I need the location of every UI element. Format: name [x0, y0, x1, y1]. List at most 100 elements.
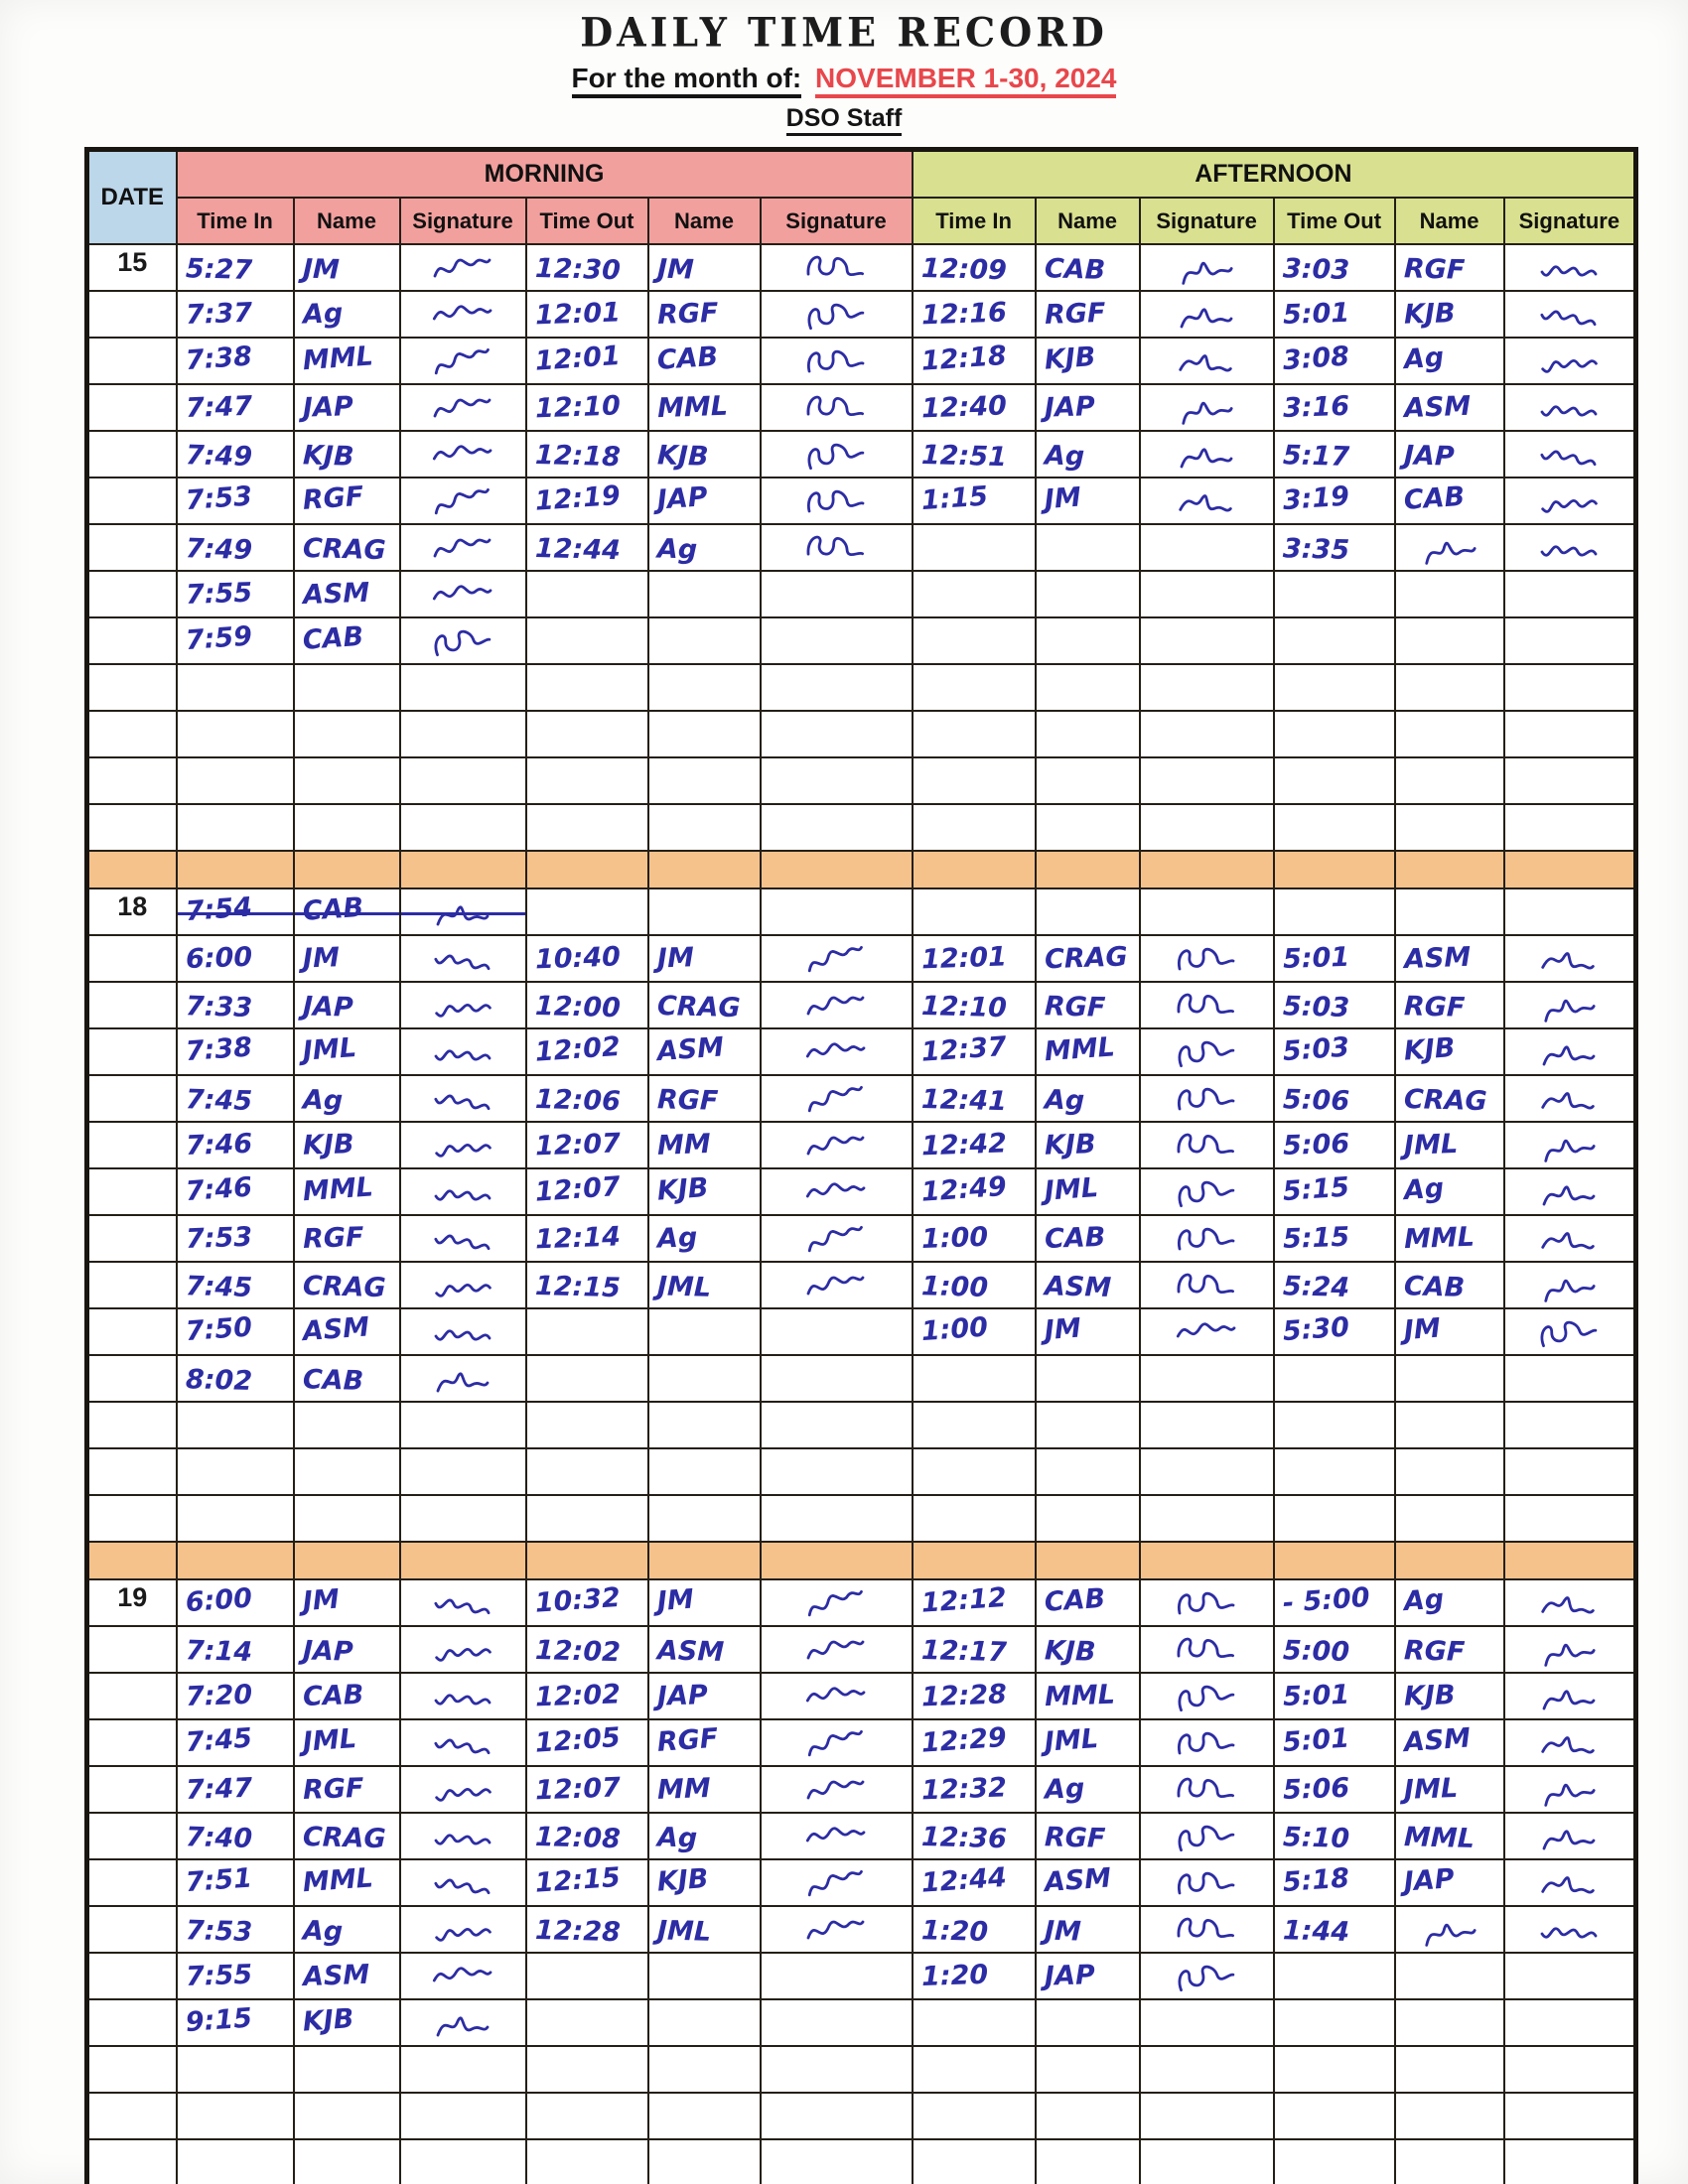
- empty-cell: [1034, 2092, 1141, 2140]
- signature-cell: [398, 570, 527, 618]
- name-cell: RGF: [646, 1074, 762, 1123]
- handwritten-time: 12:10: [920, 990, 1007, 1024]
- staff-line: DSO Staff: [0, 104, 1688, 136]
- handwritten-time: 7:20: [184, 1679, 253, 1713]
- record-row: 7:49 CRAG 12:44 Ag 3:35: [85, 523, 1637, 572]
- name-cell: CAB: [1034, 1214, 1141, 1263]
- handwritten-name: RGF: [301, 1221, 364, 1255]
- name-cell: [646, 1998, 762, 2047]
- time-cell: 7:59: [175, 616, 295, 665]
- time-cell: [1272, 887, 1396, 936]
- time-cell: 12:01: [911, 934, 1037, 983]
- signature-cell: [759, 290, 914, 339]
- signature-scribble: [1541, 1231, 1596, 1250]
- separator-cell: [524, 1541, 649, 1580]
- date-cell: 18: [85, 887, 178, 936]
- record-row: 7:55 ASM: [85, 570, 1637, 618]
- empty-cell: [175, 710, 295, 758]
- signature-cell: [759, 570, 914, 618]
- separator-cell: [85, 1541, 178, 1580]
- time-cell: 5:17: [1272, 430, 1396, 478]
- signature-scribble: [434, 347, 490, 374]
- handwritten-name: JM: [301, 1583, 341, 1618]
- signature-scribble: [435, 1283, 492, 1297]
- name-cell: JAP: [646, 1672, 762, 1720]
- date-cell: [85, 337, 178, 385]
- empty-cell: [1502, 2092, 1637, 2140]
- empty-cell: [911, 756, 1037, 805]
- signature-cell: [1138, 1858, 1275, 1907]
- separator-cell: [1393, 1541, 1505, 1580]
- handwritten-name: JM: [1043, 1312, 1082, 1347]
- signature-scribble: [435, 1927, 492, 1942]
- name-cell: [1034, 1998, 1141, 2047]
- handwritten-name: ASM: [1044, 1271, 1112, 1303]
- name-cell: JAP: [1034, 1952, 1141, 2000]
- time-cell: 7:53: [175, 1905, 295, 1954]
- handwritten-name: CRAG: [656, 990, 741, 1024]
- signature-cell: [1138, 1121, 1275, 1169]
- column-header-afternoon-name: Name: [1034, 197, 1141, 245]
- time-cell: [1272, 1952, 1396, 2000]
- name-cell: KJB: [1393, 1672, 1505, 1720]
- signature-cell: [1138, 1261, 1275, 1309]
- name-cell: JML: [1393, 1121, 1505, 1169]
- time-cell: 12:02: [524, 1027, 649, 1076]
- handwritten-name: CAB: [1044, 1221, 1106, 1255]
- empty-cell: [398, 1447, 527, 1496]
- handwritten-time: 7:49: [185, 533, 253, 566]
- signature-scribble: [1179, 493, 1232, 512]
- record-row: 9:15 KJB: [85, 1998, 1637, 2047]
- handwritten-name: CRAG: [302, 1270, 386, 1304]
- time-cell: 12:28: [911, 1672, 1037, 1720]
- signature-cell: [1138, 1765, 1275, 1814]
- empty-cell: [911, 2092, 1037, 2140]
- signature-scribble: [1176, 1321, 1236, 1337]
- separator-cell: [1393, 850, 1505, 889]
- empty-cell: [524, 710, 649, 758]
- handwritten-time: 1:15: [919, 480, 989, 517]
- column-header-afternoon-signature: Signature: [1502, 197, 1637, 245]
- signature-scribble: [1178, 1685, 1235, 1711]
- signature-scribble: [436, 905, 490, 925]
- date-cell: [85, 1812, 178, 1860]
- name-cell: JML: [646, 1261, 762, 1309]
- time-cell: 12:06: [524, 1074, 649, 1123]
- signature-scribble: [1541, 1735, 1596, 1754]
- signature-scribble: [1179, 353, 1232, 372]
- name-cell: [1393, 1952, 1505, 2000]
- handwritten-name: RGF: [301, 480, 364, 516]
- time-cell: 5:01: [1272, 934, 1396, 983]
- handwritten-time: 1:20: [920, 1959, 989, 1993]
- time-cell: 5:01: [1272, 1718, 1396, 1767]
- empty-cell: [1502, 756, 1637, 805]
- column-header-afternoon-name: Name: [1393, 197, 1505, 245]
- name-cell: CRAG: [1034, 934, 1141, 983]
- signature-scribble: [1178, 1180, 1235, 1207]
- handwritten-name: RGF: [1044, 991, 1106, 1024]
- signature-scribble: [434, 1189, 492, 1200]
- signature-scribble: [806, 395, 865, 416]
- day-separator-row: [85, 1541, 1637, 1580]
- empty-cell: [646, 710, 762, 758]
- name-cell: CRAG: [292, 523, 401, 572]
- signature-cell: [1502, 1858, 1637, 1907]
- signature-cell: [759, 1027, 914, 1076]
- handwritten-name: MML: [1403, 1221, 1476, 1256]
- empty-cell: [398, 1401, 527, 1449]
- signature-cell: [759, 1121, 914, 1169]
- empty-cell: [759, 2092, 914, 2140]
- empty-cell: [524, 756, 649, 805]
- signature-cell: [1502, 383, 1637, 432]
- signature-scribble: [807, 1085, 863, 1112]
- signature-scribble: [1177, 1133, 1235, 1154]
- column-header-morning-name: Name: [646, 197, 762, 245]
- name-cell: MML: [646, 383, 762, 432]
- signature-scribble: [1541, 951, 1596, 970]
- signature-scribble: [1178, 947, 1235, 970]
- empty-cell: [646, 1447, 762, 1496]
- handwritten-time: 7:50: [184, 1311, 253, 1348]
- record-row: 7:47 JAP 12:10 MML 12:40 JAP 3:16 ASM: [85, 383, 1637, 432]
- handwritten-time: 12:42: [920, 1128, 1008, 1162]
- time-cell: 5:27: [175, 243, 295, 292]
